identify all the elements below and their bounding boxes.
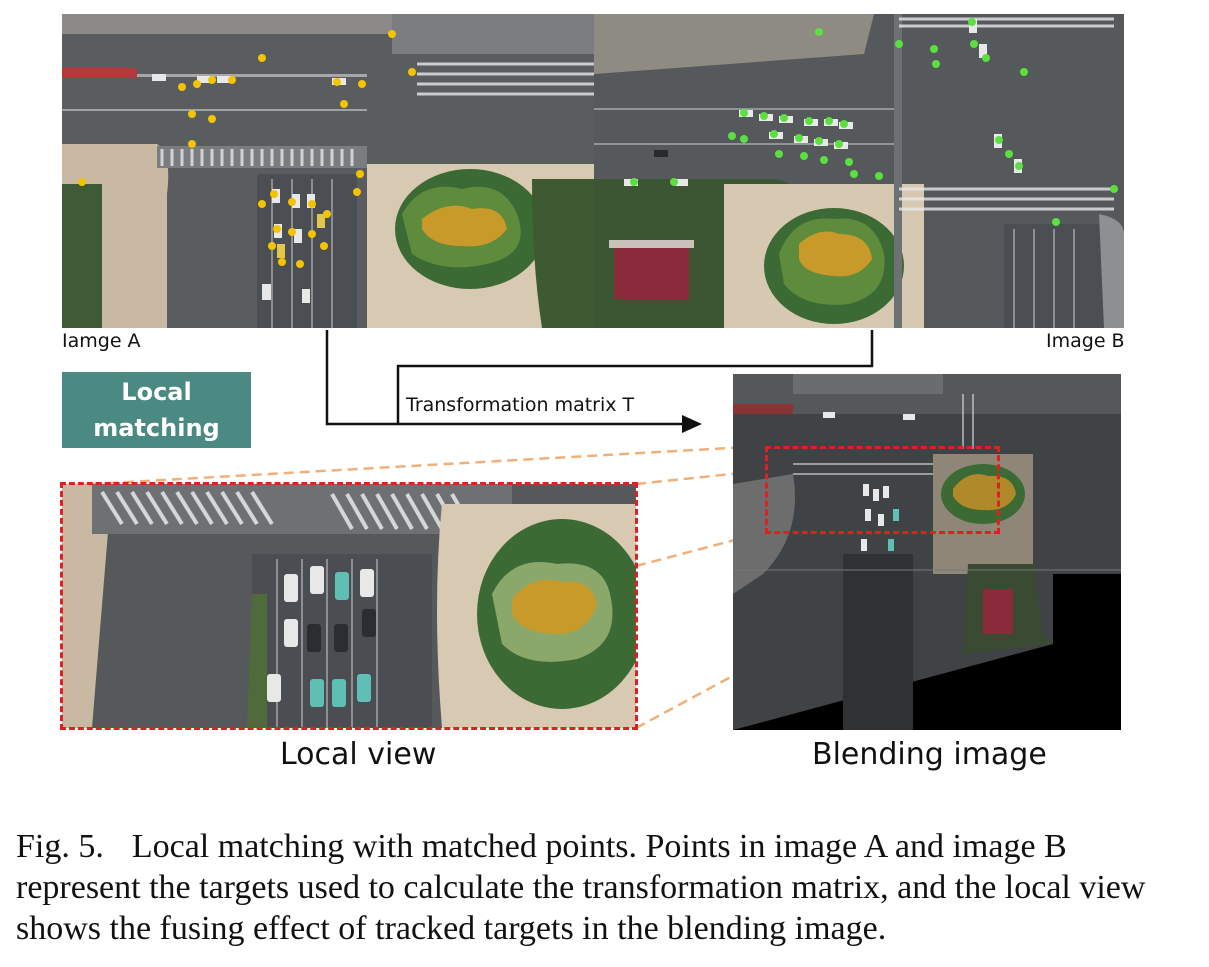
- blending-image: [733, 374, 1121, 730]
- arrow-label: Transformation matrix T: [406, 394, 635, 416]
- local-view-box: [60, 482, 638, 730]
- local-matching-badge: Local matching: [62, 372, 251, 448]
- figure-caption: Fig. 5. Local matching with matched point…: [16, 826, 1196, 949]
- blending-image-label: Blending image: [812, 737, 1047, 772]
- image-a: [62, 14, 594, 328]
- figure-number: Fig. 5.: [16, 828, 104, 865]
- badge-line-1: Local: [121, 378, 192, 406]
- local-view-label: Local view: [280, 737, 437, 772]
- local-view-image: [62, 484, 636, 728]
- badge-line-2: matching: [93, 414, 220, 442]
- image-b-label: Image B: [1046, 330, 1125, 352]
- blending-roi-box: [765, 446, 1000, 534]
- image-a-label: Iamge A: [62, 330, 141, 352]
- image-b: [594, 14, 1124, 328]
- caption-text: Local matching with matched points. Poin…: [16, 828, 1146, 947]
